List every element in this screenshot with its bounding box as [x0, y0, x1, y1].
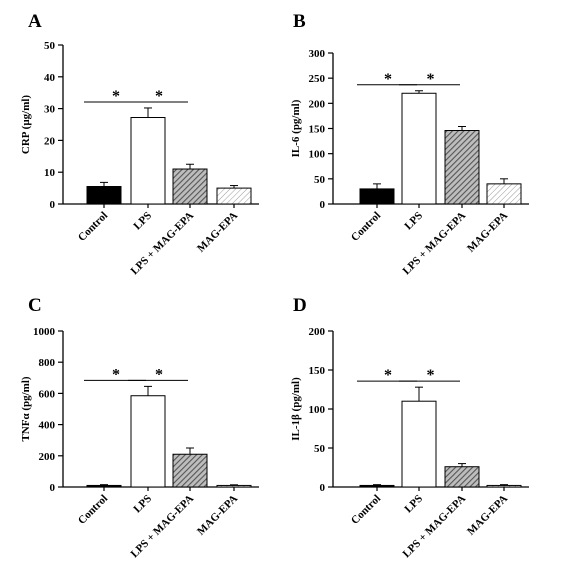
y-tick-label: 200	[309, 98, 326, 110]
x-tick-label: Control	[349, 210, 383, 244]
bar-4	[216, 187, 252, 205]
bar-4	[486, 484, 522, 488]
bar-2	[130, 117, 166, 205]
significance-star: *	[112, 88, 120, 105]
y-tick-label: 0	[320, 482, 326, 494]
y-axis-title: CRP (µg/ml)	[20, 95, 32, 155]
y-tick-label: 150	[309, 365, 326, 377]
bar-1	[86, 484, 122, 488]
y-tick-label: 50	[314, 174, 326, 186]
significance-star: *	[112, 366, 120, 383]
y-tick-label: 300	[309, 48, 326, 60]
y-tick-label: 800	[39, 357, 56, 369]
y-tick-label: 30	[44, 104, 56, 116]
x-tick-label: MAG-EPA	[465, 493, 510, 538]
bar-2	[401, 400, 437, 488]
y-tick-label: 20	[44, 135, 56, 147]
y-axis-title: IL-6 (pg/ml)	[290, 99, 302, 157]
y-tick-label: 40	[44, 72, 56, 84]
y-tick-label: 600	[39, 388, 56, 400]
y-tick-label: 100	[309, 404, 326, 416]
x-tick-label: LPS	[402, 210, 425, 233]
y-tick-label: 50	[314, 443, 326, 455]
y-tick-label: 0	[50, 199, 56, 211]
bar-2	[401, 92, 437, 205]
x-tick-label: Control	[76, 493, 110, 527]
y-tick-label: 100	[309, 149, 326, 161]
y-tick-label: 250	[309, 73, 326, 85]
x-tick-label: LPS	[402, 493, 425, 516]
y-axis-title: IL-1β (pg/ml)	[290, 377, 302, 441]
bar-1	[359, 188, 395, 205]
x-tick-label: MAG-EPA	[195, 210, 240, 255]
y-axis-title: TNFα (pg/ml)	[20, 376, 32, 441]
panel-letter: C	[28, 295, 42, 316]
significance-star: *	[384, 71, 392, 88]
significance-star: *	[427, 71, 435, 88]
chart-panel-c: C 0 200 400 600 800 1000 TNFα (pg/ml) Control LPS…	[20, 295, 259, 560]
bar-3	[172, 168, 208, 205]
y-tick-label: 50	[44, 40, 56, 52]
bar-1	[86, 186, 122, 205]
bar-3	[444, 130, 480, 205]
y-tick-label: 200	[39, 451, 56, 463]
y-tick-label: 400	[39, 420, 56, 432]
y-tick-label: 1000	[33, 326, 56, 338]
panel-letter: B	[293, 11, 306, 32]
x-tick-label: Control	[349, 493, 383, 527]
y-tick-label: 0	[320, 199, 326, 211]
x-tick-label: Control	[76, 210, 110, 244]
panel-letter: A	[28, 11, 42, 32]
bar-3	[172, 453, 208, 488]
bar-2	[130, 395, 166, 488]
y-tick-label: 0	[50, 482, 56, 494]
significance-star: *	[427, 367, 435, 384]
y-tick-label: 200	[309, 326, 326, 338]
y-tick-label: 150	[309, 124, 326, 136]
bar-1	[359, 484, 395, 488]
chart-panel-b: B 0 50 100 150 200 250 300 IL-6 (pg/ml) Control LP…	[290, 11, 529, 277]
significance-star: *	[384, 367, 392, 384]
x-tick-label: MAG-EPA	[465, 210, 510, 255]
panel-letter: D	[293, 295, 307, 316]
y-tick-label: 10	[44, 167, 56, 179]
bar-4	[216, 484, 252, 488]
significance-star: *	[155, 88, 163, 105]
bar-3	[444, 466, 480, 488]
x-tick-label: MAG-EPA	[195, 493, 240, 538]
significance-star: *	[155, 366, 163, 383]
x-tick-label: LPS	[131, 493, 154, 516]
x-tick-label: LPS	[131, 210, 154, 233]
bar-4	[486, 183, 522, 205]
